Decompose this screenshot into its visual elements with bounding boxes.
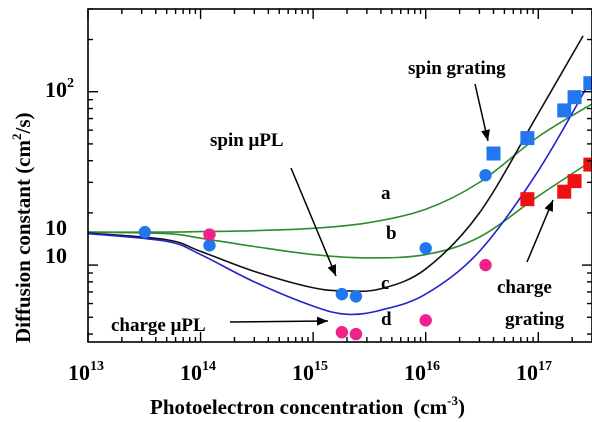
x-axis-title: Photoelectron concentration (cm-3) xyxy=(150,393,465,419)
spin-pl-point xyxy=(138,225,152,239)
arrow-spin-upl-head xyxy=(327,264,336,276)
arrow-charge-grating-head xyxy=(544,200,553,212)
charge-grating-point xyxy=(557,184,572,199)
annotation-charge-grating-line1: charge xyxy=(497,277,552,298)
y-tick-labels: 10 10 102 xyxy=(45,76,74,268)
x-tick-label: 1014 xyxy=(180,359,216,385)
plot-frame xyxy=(87,8,592,343)
spin-grating-point xyxy=(520,131,535,146)
curve-a xyxy=(87,103,592,233)
curve-label-d: d xyxy=(381,309,392,330)
spin-pl-point xyxy=(203,239,216,252)
x-tick-label: 1016 xyxy=(404,359,440,385)
spin-grating-point xyxy=(557,103,572,118)
x-tick-label: 1017 xyxy=(516,359,552,385)
spin-pl-point xyxy=(419,242,432,255)
charge-grating-point xyxy=(567,174,582,189)
y-tick-label: 102 xyxy=(45,76,74,102)
spin-pl-point xyxy=(335,287,349,301)
data-markers xyxy=(138,76,592,341)
charge-grating-point xyxy=(583,157,592,172)
arrow-charge-upl xyxy=(229,320,329,323)
curve-d xyxy=(87,77,592,316)
spin-grating-point xyxy=(486,146,501,161)
axis-ticks xyxy=(87,8,592,342)
x-tick-label: 1015 xyxy=(292,359,328,385)
spin-grating-point xyxy=(583,76,592,91)
annotation-spin-upl: spin μPL xyxy=(210,130,284,151)
charge-pl-point xyxy=(203,228,216,241)
spin-pl-point xyxy=(479,168,492,182)
curve-label-b: b xyxy=(386,223,397,244)
annotation-charge-grating-line2: grating xyxy=(505,309,565,330)
y-tick-label: 10 xyxy=(45,243,67,268)
charge-pl-point xyxy=(335,326,349,339)
charge-pl-point xyxy=(349,327,363,341)
curve-b xyxy=(87,160,592,259)
curve-label-a: a xyxy=(381,183,391,204)
model-curves xyxy=(87,35,592,316)
x-tick-labels: 1013 1014 1015 1016 1017 xyxy=(68,359,552,385)
curve-label-c: c xyxy=(381,273,389,294)
curve-c xyxy=(87,35,584,293)
charge-pl-point xyxy=(479,258,492,272)
annotation-spin-grating: spin grating xyxy=(408,58,506,79)
annotation-arrows xyxy=(229,83,554,326)
annotation-charge-upl: charge μPL xyxy=(111,315,206,336)
arrow-spin-grating-head xyxy=(481,129,490,141)
arrow-charge-grating xyxy=(526,199,554,263)
y-axis-title: Diffusion constant (cm2/s) xyxy=(9,112,35,343)
y-tick-label: 10 xyxy=(45,215,67,240)
spin-grating-point xyxy=(567,90,582,105)
x-tick-label: 1013 xyxy=(68,359,104,385)
charge-grating-point xyxy=(520,192,535,207)
spin-pl-point xyxy=(349,290,363,303)
arrow-spin-upl xyxy=(290,167,337,277)
arrow-charge-upl-head xyxy=(316,316,328,326)
charge-pl-point xyxy=(419,314,432,327)
